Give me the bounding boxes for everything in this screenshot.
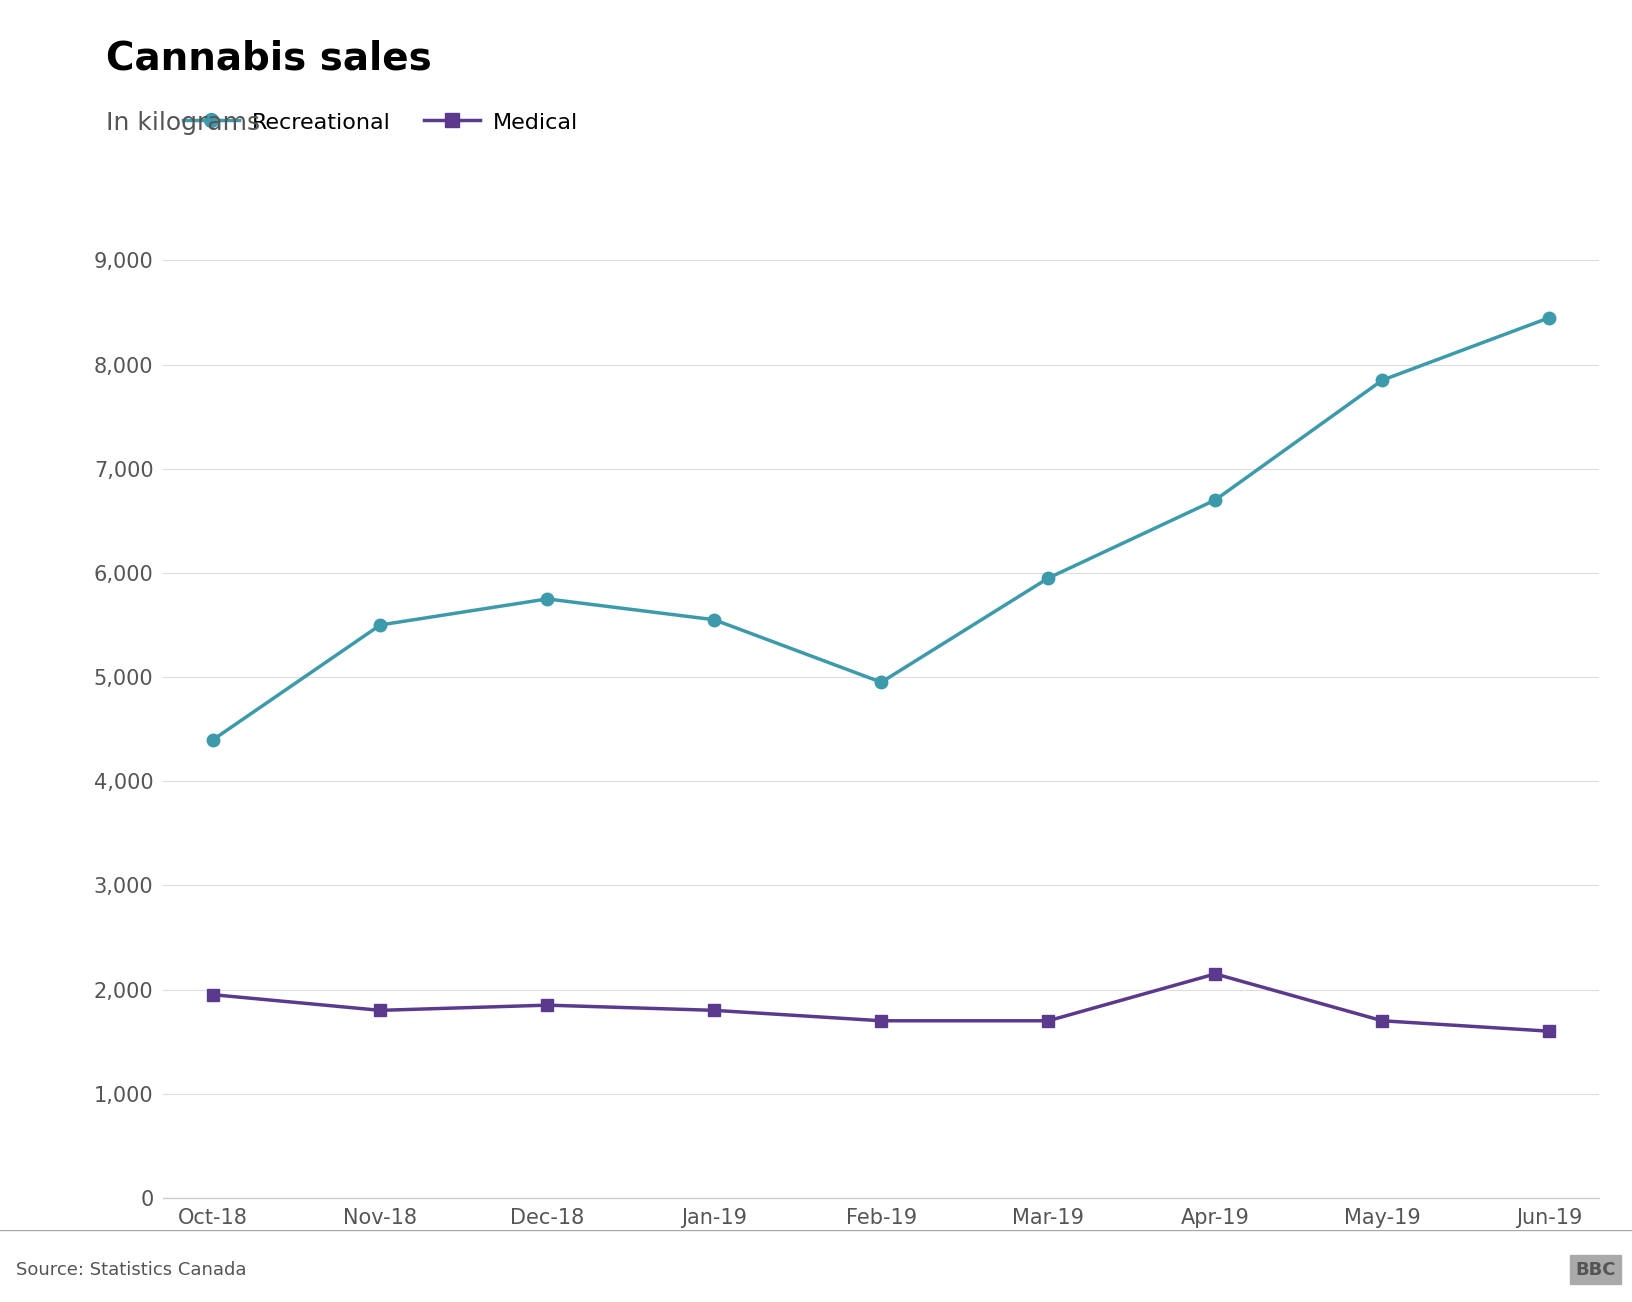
Text: In kilograms: In kilograms	[106, 111, 259, 134]
Legend: Recreational, Medical: Recreational, Medical	[175, 103, 588, 142]
Text: BBC: BBC	[1575, 1260, 1616, 1279]
Text: Cannabis sales: Cannabis sales	[106, 39, 432, 77]
Text: Source: Statistics Canada: Source: Statistics Canada	[16, 1260, 246, 1279]
